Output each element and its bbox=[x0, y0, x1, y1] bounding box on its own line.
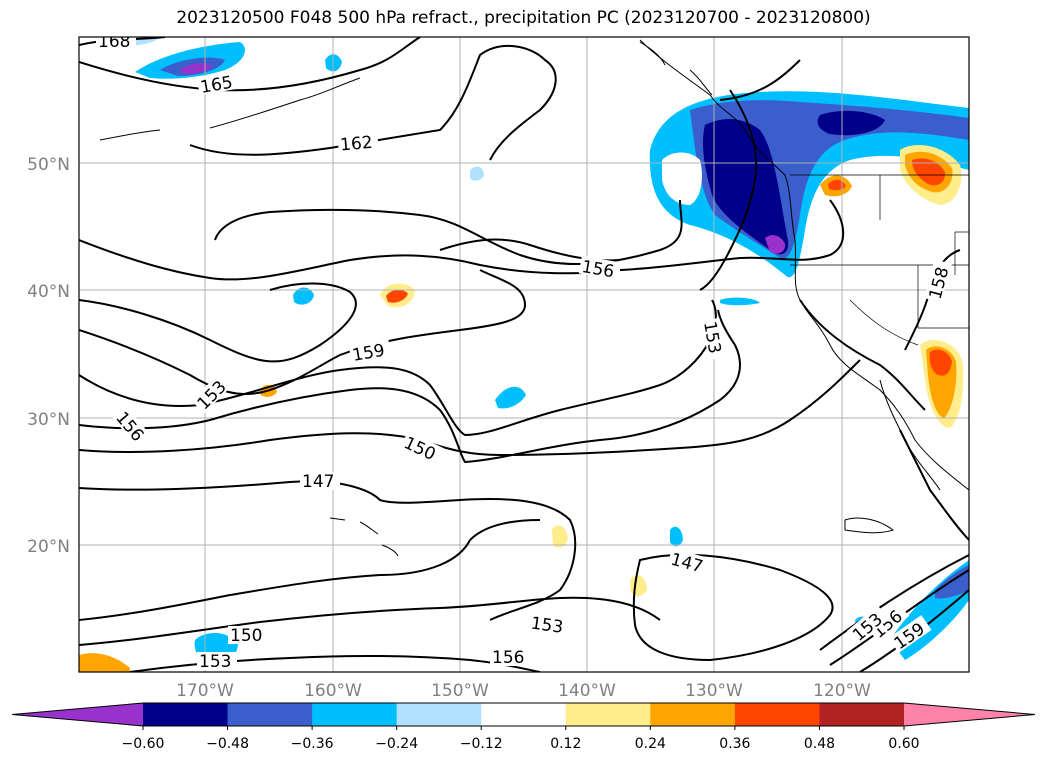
colorbar-segment bbox=[396, 703, 482, 726]
contour-159-inner bbox=[214, 199, 683, 266]
longitude-labels: 170°W 160°W 150°W 140°W 130°W 120°W bbox=[176, 681, 871, 701]
contour-153-south bbox=[79, 596, 661, 646]
precip-area-spot-3b bbox=[386, 289, 408, 303]
precip-area-aleutian-3 bbox=[180, 63, 212, 74]
colorbar-tick-label: −0.36 bbox=[291, 736, 334, 752]
lat-label: 40°N bbox=[27, 282, 70, 302]
precip-area-spot-7 bbox=[552, 525, 568, 548]
colorbar-segment bbox=[650, 703, 736, 726]
colorbar-segment bbox=[819, 703, 905, 726]
lon-label: 140°W bbox=[558, 681, 616, 701]
contour-165 bbox=[79, 37, 421, 92]
colorbar-extend-min bbox=[12, 703, 143, 726]
lon-label: 170°W bbox=[176, 681, 234, 701]
contour-153-mid bbox=[79, 309, 741, 464]
precip-area-spot-13 bbox=[470, 166, 484, 181]
precip-area-pnw-core bbox=[702, 118, 789, 255]
precip-area-pnw-hole bbox=[662, 152, 702, 205]
colorbar-segment bbox=[565, 703, 651, 726]
contour-label-group: 168 165 162 156 159 153 156 150 147 153 … bbox=[96, 32, 953, 672]
colorbar-tick-label: 0.48 bbox=[804, 736, 835, 752]
colorbar-segment bbox=[312, 703, 398, 726]
precip-area-spot-9 bbox=[670, 526, 683, 547]
precip-area-spot-11 bbox=[79, 653, 130, 672]
precip-area-rockies-3 bbox=[912, 158, 946, 186]
colorbar-segment bbox=[227, 703, 313, 726]
lon-label: 160°W bbox=[304, 681, 362, 701]
lon-label: 120°W bbox=[813, 681, 871, 701]
precip-area-spot-5 bbox=[495, 386, 526, 409]
lat-label: 20°N bbox=[27, 537, 70, 557]
contour-label: 153 bbox=[199, 652, 231, 672]
colorbar-segment bbox=[734, 703, 820, 726]
contour-label: 147 bbox=[302, 472, 334, 492]
colorbar-tick-label: 0.36 bbox=[719, 736, 750, 752]
precip-area-spot-6 bbox=[720, 297, 760, 306]
lat-label: 30°N bbox=[27, 410, 70, 430]
contour-label: 156 bbox=[492, 648, 524, 668]
contour-east-pnw bbox=[699, 59, 801, 291]
precip-area-mex-3 bbox=[929, 349, 952, 376]
contour-label: 153 bbox=[530, 614, 565, 638]
precip-shading bbox=[79, 37, 969, 672]
colorbar-tick-label: −0.60 bbox=[122, 736, 165, 752]
precip-area-pnw-peak bbox=[765, 235, 786, 254]
colorbar-tick-label: −0.48 bbox=[206, 736, 249, 752]
contour-label: 162 bbox=[339, 133, 373, 156]
colorbar-tick-label: −0.12 bbox=[460, 736, 503, 752]
precip-area-pnw-east bbox=[817, 110, 885, 136]
latitude-labels: 50°N 40°N 30°N 20°N bbox=[27, 155, 70, 557]
colorbar-tick-label: 0.24 bbox=[635, 736, 666, 752]
colorbar-tick-label: 0.60 bbox=[888, 736, 919, 752]
contour-147-east bbox=[632, 553, 834, 662]
colorbar-tick-label: −0.24 bbox=[375, 736, 418, 752]
lon-label: 130°W bbox=[685, 681, 743, 701]
colorbar: −0.60 −0.48 −0.36 −0.24 −0.12 0.12 0.24 0.36 0.4… bbox=[11, 702, 1036, 752]
colorbar-tick-label: 0.12 bbox=[550, 736, 581, 752]
contour-label: 168 bbox=[98, 32, 130, 52]
contour-label: 150 bbox=[230, 626, 262, 646]
lat-label: 50°N bbox=[27, 155, 70, 175]
contour-147 bbox=[79, 480, 577, 621]
lon-label: 150°W bbox=[431, 681, 489, 701]
colorbar-segment bbox=[481, 703, 567, 726]
contour-159-mid bbox=[79, 269, 527, 396]
contour-153-west bbox=[79, 282, 357, 363]
colorbar-segment bbox=[143, 703, 229, 726]
map-frame bbox=[78, 36, 970, 673]
contour-153-se bbox=[819, 554, 969, 651]
contour-162 bbox=[189, 44, 557, 161]
contour-156-north bbox=[79, 199, 845, 281]
precip-area-spot-2 bbox=[293, 287, 314, 305]
grid-lines bbox=[79, 37, 969, 672]
contour-150-south bbox=[79, 519, 541, 621]
contour-150 bbox=[79, 359, 861, 457]
colorbar-extend-max bbox=[904, 703, 1035, 726]
contour-mexico bbox=[899, 429, 969, 541]
chart-title: 2023120500 F048 500 hPa refract., precip… bbox=[176, 8, 871, 28]
